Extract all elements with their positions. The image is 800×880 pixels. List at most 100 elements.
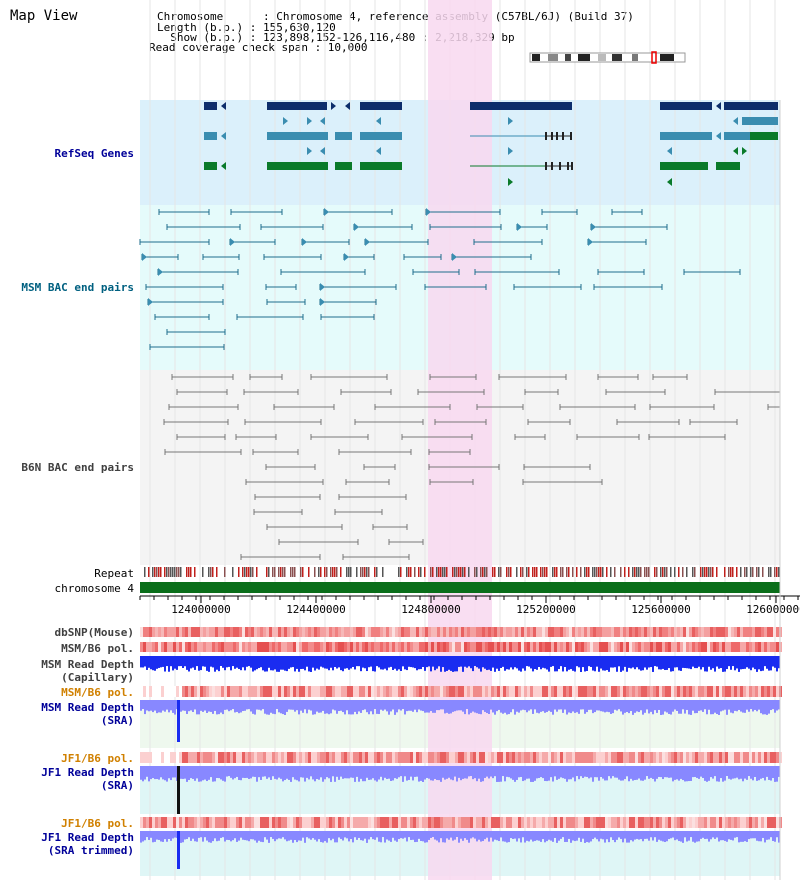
msm-capillary-depth-bar	[548, 656, 550, 672]
msm-capillary-depth-bar	[144, 656, 146, 667]
msm-pol-cell	[374, 642, 377, 652]
jf1-pol-sra-cell	[530, 752, 533, 763]
msm-sra-depth-bar	[568, 700, 570, 713]
msm-sra-depth-bar	[144, 700, 146, 715]
jf1-sra-depth-bar	[734, 766, 736, 779]
msm-pol-sra-cell	[164, 686, 167, 697]
repeat-mark	[750, 567, 752, 577]
jf1-pol-sra-cell	[728, 752, 731, 763]
repeat-mark	[460, 567, 462, 577]
jf1-pol-trim-cell	[500, 817, 503, 828]
dbsnp-cell	[761, 627, 764, 637]
msm-sra-depth-bar	[480, 700, 482, 715]
msm-pol-sra-cell	[140, 686, 143, 697]
msm-capillary-depth-bar	[364, 656, 366, 669]
msm-capillary-depth-bar	[244, 656, 246, 671]
track-label-chromosome[interactable]: chromosome 4	[54, 582, 134, 595]
msm-sra-depth-bar	[222, 700, 224, 715]
jf1-pol-trim-cell	[257, 817, 260, 828]
jf1-sra-depth-bar	[230, 766, 232, 778]
msm-capillary-depth-bar	[692, 656, 694, 667]
track-label-jf1-read-depth-trimmed[interactable]: JF1 Read Depth (SRA trimmed)	[41, 831, 134, 857]
msm-sra-depth-bar	[402, 700, 404, 710]
dbsnp-cell	[290, 627, 293, 637]
msm-capillary-depth-bar	[292, 656, 294, 668]
jf1-trim-depth-bar	[334, 831, 336, 843]
track-label-msm-read-depth-sra[interactable]: MSM Read Depth (SRA)	[41, 701, 134, 727]
jf1-trim-depth-bar	[462, 831, 464, 841]
jf1-sra-depth-bar	[524, 766, 526, 781]
jf1-pol-sra-cell	[680, 752, 683, 763]
msm-pol-cell	[353, 642, 356, 652]
msm-pol-sra-cell	[686, 686, 689, 697]
jf1-pol-trim-cell	[185, 817, 188, 828]
jf1-trim-depth-bar	[308, 831, 310, 839]
msm-pol-cell	[512, 642, 515, 652]
dbsnp-cell	[656, 627, 659, 637]
jf1-pol-sra-cell	[218, 752, 221, 763]
msm-sra-depth-bar	[386, 700, 388, 712]
jf1-trim-depth-bar	[364, 831, 366, 839]
jf1-sra-depth-bar	[428, 766, 430, 779]
msm-sra-depth-bar	[710, 700, 712, 715]
track-label-msm-read-depth-capillary[interactable]: MSM Read Depth (Capillary)	[41, 658, 134, 684]
repeat-mark	[152, 567, 154, 577]
msm-pol-sra-cell	[611, 686, 614, 697]
repeat-mark	[664, 567, 666, 577]
msm-sra-depth-bar	[514, 700, 516, 715]
jf1-trim-depth-bar	[730, 831, 732, 840]
jf1-pol-sra-cell	[479, 752, 482, 763]
jf1-sra-depth-bar	[462, 766, 464, 779]
msm-pol-cell	[317, 642, 320, 652]
dbsnp-cell	[578, 627, 581, 637]
msm-pol-cell	[323, 642, 326, 652]
msm-capillary-depth-bar	[176, 656, 178, 670]
jf1-pol-sra-cell	[350, 752, 353, 763]
dbsnp-cell	[152, 627, 155, 637]
dbsnp-cell	[758, 627, 761, 637]
msm-capillary-depth-bar	[580, 656, 582, 672]
dbsnp-cell	[725, 627, 728, 637]
track-label-msm-bac[interactable]: MSM BAC end pairs	[21, 281, 134, 294]
track-label-b6n-bac[interactable]: B6N BAC end pairs	[21, 461, 134, 474]
jf1-pol-trim-cell	[680, 817, 683, 828]
jf1-pol-trim-cell	[572, 817, 575, 828]
msm-capillary-depth-bar	[430, 656, 432, 672]
jf1-sra-depth-bar	[654, 766, 656, 782]
jf1-pol-sra-cell	[464, 752, 467, 763]
dbsnp-cell	[440, 627, 443, 637]
msm-capillary-depth-bar	[778, 656, 780, 669]
jf1-pol-sra-cell	[623, 752, 626, 763]
jf1-pol-trim-cell	[512, 817, 515, 828]
msm-sra-depth-bar	[454, 700, 456, 712]
jf1-trim-depth-bar	[588, 831, 590, 843]
track-label-jf1-b6-pol-trimmed[interactable]: JF1/B6 pol.	[61, 817, 134, 830]
msm-pol-sra-cell	[497, 686, 500, 697]
jf1-trim-depth-bar	[550, 831, 552, 841]
msm-pol-cell	[443, 642, 446, 652]
jf1-pol-sra-cell	[686, 752, 689, 763]
repeat-mark	[300, 567, 302, 577]
jf1-pol-sra-cell	[422, 752, 425, 763]
jf1-trim-depth-bar	[748, 831, 750, 840]
track-label-jf1-b6-pol[interactable]: JF1/B6 pol.	[61, 752, 134, 765]
repeat-mark	[770, 567, 772, 577]
msm-sra-depth-bar	[702, 700, 704, 712]
dbsnp-cell	[530, 627, 533, 637]
track-label-msm-b6-pol[interactable]: MSM/B6 pol.	[61, 642, 134, 655]
jf1-trim-depth-bar	[700, 831, 702, 839]
msm-sra-depth-bar	[544, 700, 546, 713]
track-label-jf1-read-depth-sra[interactable]: JF1 Read Depth (SRA)	[41, 766, 134, 792]
track-label-dbsnp[interactable]: dbSNP(Mouse)	[54, 626, 134, 639]
dbsnp-cell	[533, 627, 536, 637]
msm-pol-sra-cell	[734, 686, 737, 697]
track-label-msm-b6-pol-sra[interactable]: MSM/B6 pol.	[61, 686, 134, 699]
repeat-mark	[662, 567, 664, 577]
jf1-sra-depth-bar	[340, 766, 342, 777]
track-label-refseq-genes[interactable]: RefSeq Genes	[54, 147, 134, 160]
track-label-repeat[interactable]: Repeat	[94, 567, 134, 580]
msm-sra-depth-bar	[770, 700, 772, 711]
msm-capillary-depth-bar	[392, 656, 394, 671]
